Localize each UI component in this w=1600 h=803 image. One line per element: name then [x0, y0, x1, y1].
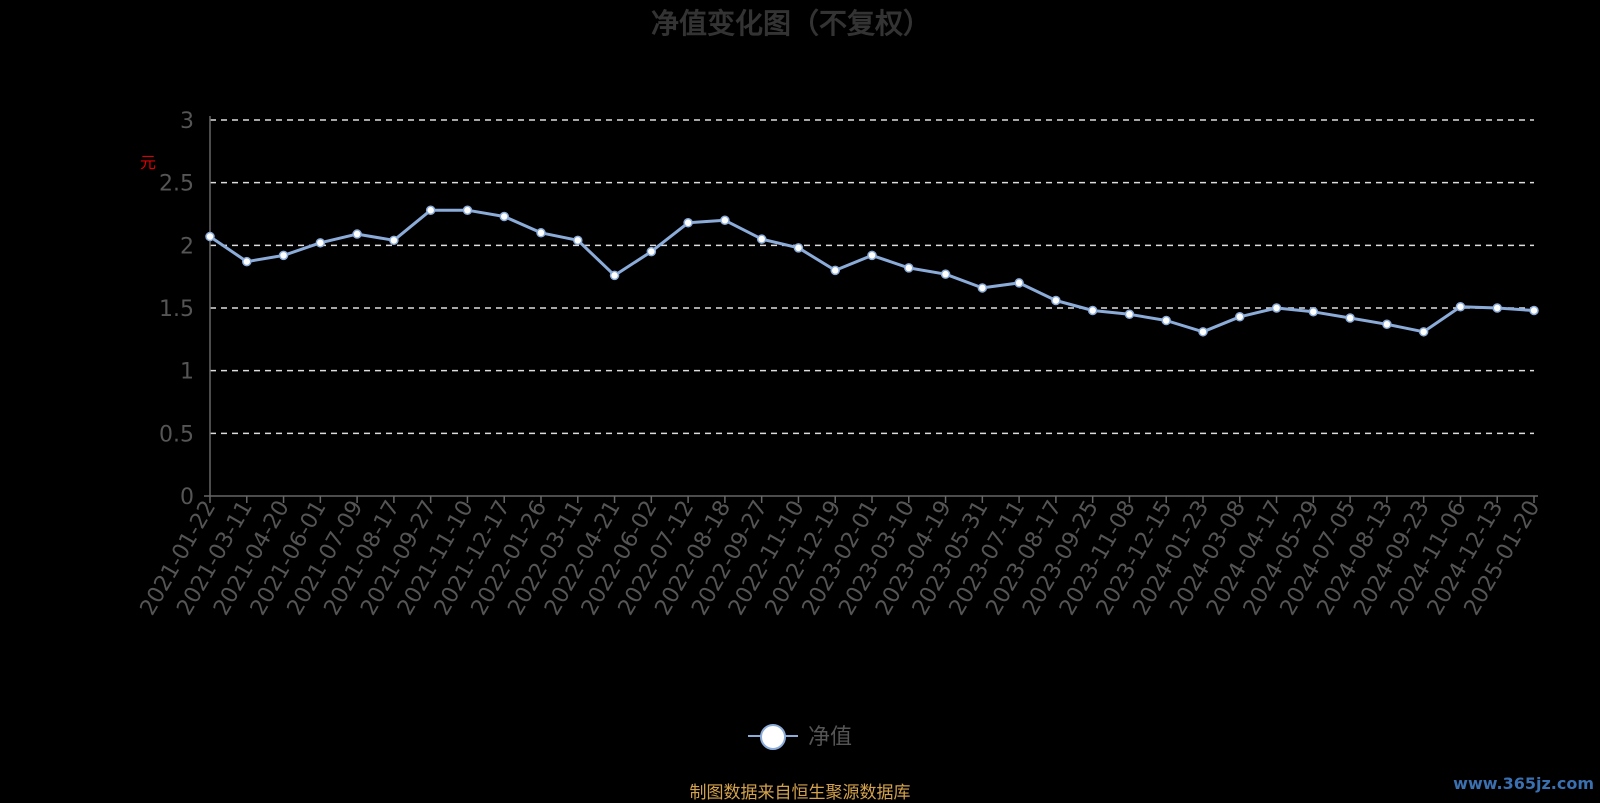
series-line — [209, 208, 1535, 334]
data-point — [1271, 303, 1282, 313]
data-point — [1529, 305, 1539, 316]
data-point — [720, 215, 730, 226]
axes — [204, 116, 1538, 503]
data-point — [573, 235, 583, 246]
data-point — [977, 283, 988, 293]
data-point — [793, 243, 804, 253]
data-point — [352, 229, 362, 239]
data-source-note: 制图数据来自恒生聚源数据库 — [689, 783, 911, 803]
legend-label: 净值 — [808, 725, 852, 750]
y-tick-label: 0.5 — [159, 422, 194, 447]
data-point — [499, 211, 509, 222]
legend[interactable]: 净值 — [748, 724, 852, 750]
data-point — [315, 238, 326, 248]
data-point — [646, 246, 657, 257]
data-point — [1124, 309, 1135, 320]
y-tick-labels: 0 0.5 1 1.5 2 2.5 3 — [159, 109, 194, 510]
data-point — [1235, 312, 1245, 322]
data-point — [756, 234, 767, 244]
data-point — [1455, 301, 1466, 312]
data-point — [278, 250, 289, 261]
data-point — [867, 250, 877, 261]
data-point — [425, 205, 436, 215]
y-tick-label: 1 — [180, 360, 194, 385]
site-watermark: www.365jz.com — [1453, 774, 1594, 793]
data-point — [536, 228, 546, 238]
data-point — [389, 235, 399, 246]
y-tick-label: 3 — [180, 109, 194, 134]
data-point — [1161, 315, 1171, 326]
data-point — [1051, 295, 1061, 306]
y-tick-label: 0 — [180, 485, 194, 510]
data-point — [1382, 319, 1392, 330]
y-tick-label: 2.5 — [159, 172, 194, 197]
series-layer — [205, 205, 1539, 337]
legend-marker — [760, 724, 786, 750]
data-point — [940, 269, 951, 279]
data-point — [1492, 303, 1502, 313]
data-point — [1198, 327, 1208, 337]
data-point — [904, 263, 914, 273]
data-point — [830, 265, 840, 276]
data-point — [205, 231, 215, 242]
y-axis-unit-label: 元 — [140, 153, 156, 172]
data-point — [1087, 305, 1098, 316]
data-point — [1308, 307, 1319, 317]
data-point — [1345, 313, 1355, 323]
data-point — [462, 205, 473, 215]
x-tick-labels: 2021-01-222021-03-112021-04-202021-06-01… — [136, 496, 1546, 619]
data-point — [683, 218, 693, 228]
y-tick-label: 1.5 — [159, 297, 194, 322]
chart-title: 净值变化图（不复权） — [651, 7, 931, 40]
data-point — [1014, 278, 1024, 288]
grid-lines — [210, 119, 1534, 435]
data-point — [1418, 327, 1429, 337]
data-point — [609, 270, 620, 281]
data-point — [242, 256, 252, 267]
y-tick-label: 2 — [180, 234, 194, 259]
